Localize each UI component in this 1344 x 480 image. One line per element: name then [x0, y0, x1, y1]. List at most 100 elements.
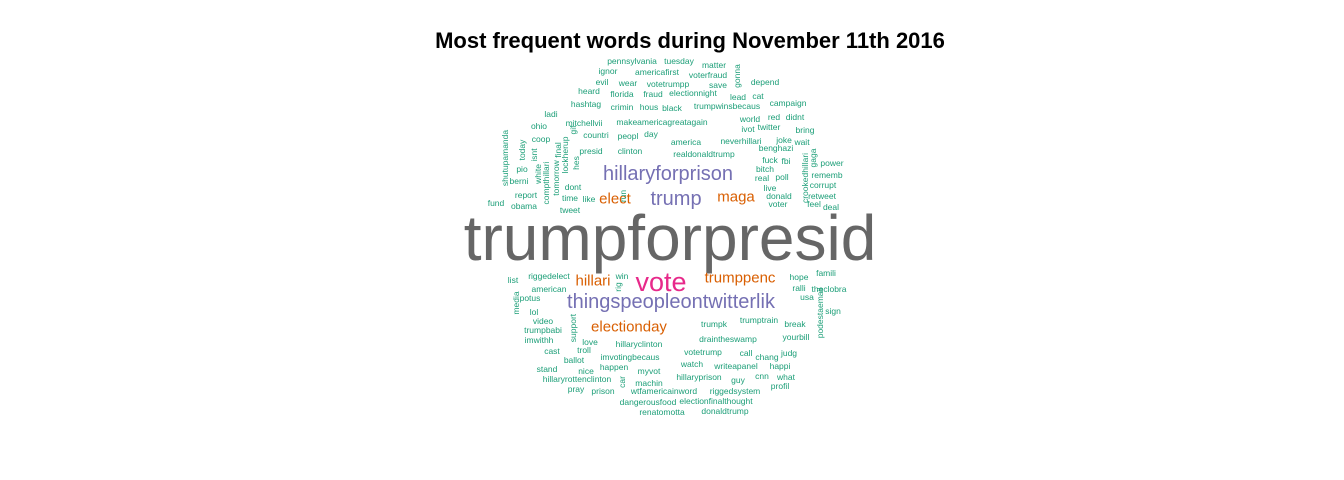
word-votetrump: votetrump — [684, 347, 722, 357]
word-ivot: ivot — [741, 124, 755, 134]
word-ladi: ladi — [544, 109, 557, 119]
word-benghazi: benghazi — [759, 143, 794, 153]
word-stand: stand — [537, 364, 558, 374]
word-fraud: fraud — [643, 89, 663, 99]
word-trump: trump — [650, 188, 701, 210]
word-media: media — [511, 291, 521, 314]
word-makeamericagreatagain: makeamericagreatagain — [616, 117, 707, 127]
word-presid: presid — [579, 146, 602, 156]
word-tuesday: tuesday — [664, 56, 695, 66]
word-time: time — [562, 193, 578, 203]
word-deal: deal — [823, 202, 839, 212]
word-machin: machin — [635, 378, 663, 388]
word-corrupt: corrupt — [810, 180, 837, 190]
word-ballot: ballot — [564, 355, 585, 365]
word-retweet: retweet — [808, 191, 837, 201]
word-dangerousfood: dangerousfood — [620, 397, 677, 407]
word-donaldtrump: donaldtrump — [701, 406, 749, 416]
word-realdonaldtrump: realdonaldtrump — [673, 149, 735, 159]
word-lol: lol — [530, 307, 539, 317]
word-votetrumpp: votetrumpp — [647, 79, 690, 89]
word-day: day — [644, 129, 658, 139]
word-hillari: hillari — [575, 273, 610, 290]
word-cast: cast — [544, 346, 560, 356]
word-pennsylvania: pennsylvania — [607, 56, 657, 66]
word-hope: hope — [790, 272, 809, 282]
word-wtfamericainword: wtfamericainword — [630, 386, 697, 396]
word-hillaryprison: hillaryprison — [676, 372, 722, 382]
word-red: red — [768, 112, 781, 122]
word-tweet: tweet — [560, 205, 581, 215]
word-poll: poll — [775, 172, 788, 182]
word-renatomotta: renatomotta — [639, 407, 685, 417]
word-writeapanel: writeapanel — [713, 361, 758, 371]
word-isnt: isnt — [529, 148, 539, 162]
word-guy: guy — [731, 375, 745, 385]
word-voterfraud: voterfraud — [689, 70, 728, 80]
word-thingspeopleontwitterlik: thingspeopleontwitterlik — [567, 291, 776, 313]
word-crookedhillari: crookedhillari — [800, 153, 810, 203]
word-call: call — [740, 348, 753, 358]
word-black: black — [662, 103, 683, 113]
word-podestaemail: podestaemail — [815, 288, 825, 339]
word-neverhillari: neverhillari — [720, 136, 761, 146]
word-cat: cat — [752, 91, 764, 101]
word-break: break — [784, 319, 806, 329]
word-feel: feel — [807, 199, 821, 209]
word-sign: sign — [825, 306, 841, 316]
word-depend: depend — [751, 77, 780, 87]
word-power: power — [820, 158, 843, 168]
word-riggedelect: riggedelect — [528, 271, 570, 281]
word-florida: florida — [610, 89, 633, 99]
word-judg: judg — [780, 348, 797, 358]
word-hillaryrottenclinton: hillaryrottenclinton — [543, 374, 612, 384]
word-wait: wait — [793, 137, 810, 147]
word-video: video — [533, 316, 554, 326]
word-like: like — [583, 194, 596, 204]
word-gif: gif — [568, 125, 578, 135]
word-ignor: ignor — [599, 66, 618, 76]
word-trumppenc: trumppenc — [705, 270, 776, 287]
word-maga: maga — [717, 189, 755, 206]
word-trumpbabi: trumpbabi — [524, 325, 562, 335]
word-electionnight: electionnight — [669, 88, 717, 98]
word-live: live — [764, 183, 777, 193]
word-save: save — [709, 80, 727, 90]
word-lead: lead — [730, 92, 746, 102]
word-win: win — [615, 271, 629, 281]
word-americafirst: americafirst — [635, 67, 680, 77]
word-pio: pio — [516, 164, 528, 174]
word-gonna: gonna — [732, 64, 742, 88]
word-mitchellvii: mitchellvii — [566, 118, 603, 128]
word-nice: nice — [578, 366, 594, 376]
word-american: american — [532, 284, 567, 294]
word-what: what — [776, 372, 796, 382]
word-trumpk: trumpk — [701, 319, 728, 329]
word-wear: wear — [618, 78, 638, 88]
word-lockherup: lockherup — [560, 136, 570, 173]
word-draintheswamp: draintheswamp — [699, 334, 757, 344]
word-ralli: ralli — [792, 283, 805, 293]
word-real: real — [755, 173, 769, 183]
word-gaga: gaga — [808, 148, 818, 167]
word-berni: berni — [510, 176, 529, 186]
word-america: america — [671, 137, 702, 147]
word-shutupamanda: shutupamanda — [500, 130, 510, 187]
word-list: list — [508, 275, 519, 285]
word-hashtag: hashtag — [571, 99, 602, 109]
word-peopl: peopl — [618, 131, 639, 141]
word-troll: troll — [577, 345, 591, 355]
word-ohio: ohio — [531, 121, 547, 131]
word-clinton: clinton — [618, 146, 643, 156]
word-evil: evil — [596, 77, 609, 87]
word-obama: obama — [511, 201, 537, 211]
word-bring: bring — [796, 125, 815, 135]
word-bitch: bitch — [756, 164, 774, 174]
word-cnn: cnn — [755, 371, 769, 381]
word-watch: watch — [680, 359, 703, 369]
word-elect: elect — [599, 191, 632, 208]
word-fuck: fuck — [762, 155, 778, 165]
word-report: report — [515, 190, 538, 200]
